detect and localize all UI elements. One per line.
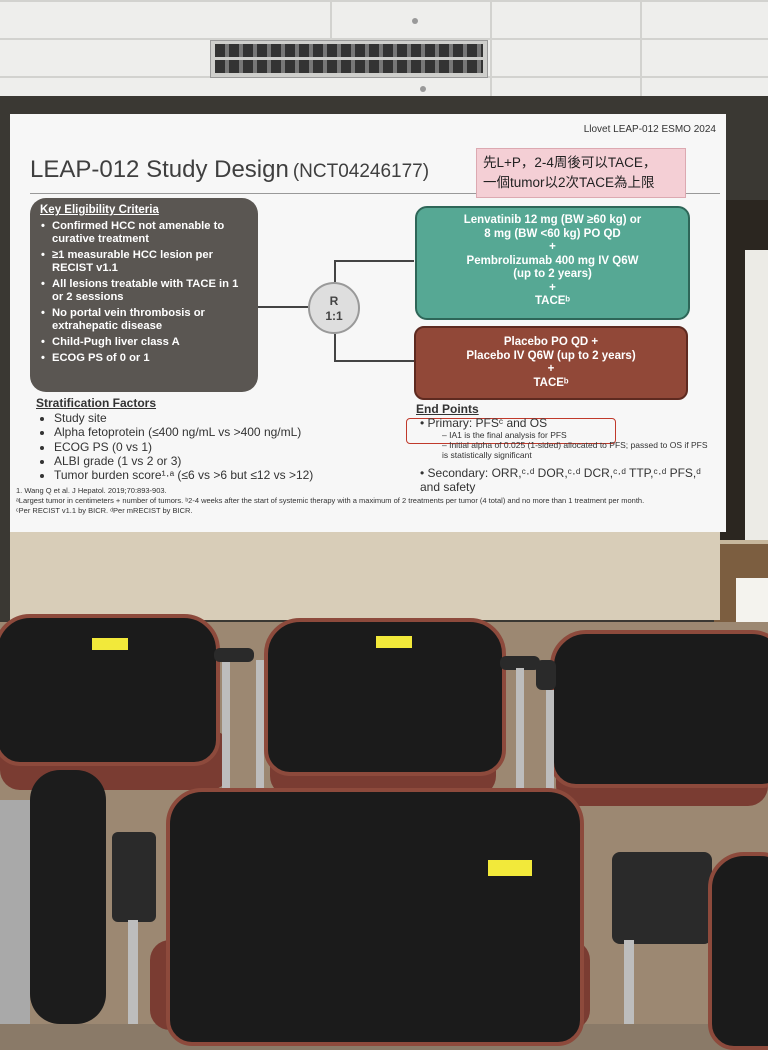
endpoints-section: End Points • Primary: PFSᶜ and OS – IA1 … — [416, 402, 716, 494]
ceiling-vent — [210, 40, 488, 78]
stratification-item: Alpha fetoprotein (≤400 ng/mL vs >400 ng… — [54, 425, 356, 439]
note-line: 一個tumor以2次TACE為上限 — [483, 175, 655, 190]
slide-title-id: (NCT04246177) — [292, 161, 430, 182]
chair-leg — [516, 668, 524, 798]
title-rule — [30, 193, 720, 194]
arm-line: + — [549, 241, 556, 253]
primary-endpoint-note: – IA1 is the final analysis for PFS — [442, 430, 567, 440]
chair-armrest — [536, 660, 556, 690]
randomization-ratio: 1:1 — [325, 309, 343, 323]
connector-line — [334, 334, 336, 360]
chair-label — [376, 636, 412, 648]
randomization-circle: R 1:1 — [308, 282, 360, 334]
desk-arm — [30, 770, 106, 1024]
chair-back — [0, 614, 220, 766]
arm-line: Placebo PO QD + — [503, 336, 599, 348]
chair-armrest — [500, 656, 540, 670]
presentation-slide: Llovet LEAP-012 ESMO 2024 LEAP-012 Study… — [10, 114, 726, 532]
connector-line — [258, 306, 308, 308]
arm-line: TACEᵇ — [533, 376, 569, 389]
arm-line: Placebo IV Q6W (up to 2 years) — [466, 349, 636, 362]
chair-back — [708, 852, 768, 1050]
eligibility-item: No portal vein thrombosis or extrahepati… — [41, 307, 248, 333]
stratification-item: ALBI grade (1 vs 2 or 3) — [54, 454, 356, 468]
arm-line: 8 mg (BW <60 kg) PO QD — [484, 227, 621, 240]
slide-source-label: Llovet LEAP-012 ESMO 2024 — [583, 124, 716, 135]
chair-label — [92, 638, 128, 650]
sprinkler — [420, 86, 426, 92]
note-line: 先L+P，2-4周後可以TACE， — [483, 155, 657, 170]
stratification-section: Stratification Factors Study site Alpha … — [36, 396, 356, 482]
projection-screen — [10, 528, 720, 620]
chair-leg — [546, 690, 554, 800]
chair-armrest — [612, 852, 712, 944]
eligibility-heading: Key Eligibility Criteria — [40, 204, 159, 216]
footnote: ᶜPer RECIST v1.1 by BICR. ᵈPer mRECIST b… — [16, 506, 193, 515]
chair-back — [166, 788, 584, 1046]
arm-line: Pembrolizumab 400 mg IV Q6W — [466, 254, 639, 267]
chair-armrest — [112, 832, 156, 922]
slide-title-text: LEAP-012 Study Design — [30, 156, 289, 183]
chair-leg — [256, 660, 264, 810]
eligibility-item: Child-Pugh liver class A — [41, 336, 248, 349]
ceiling-grid-line — [0, 38, 768, 40]
arm-line: Lenvatinib 12 mg (BW ≥60 kg) or — [463, 214, 642, 226]
treatment-arm-box: Lenvatinib 12 mg (BW ≥60 kg) or 8 mg (BW… — [415, 206, 690, 320]
chair-frame — [0, 800, 30, 1024]
connector-line — [334, 260, 414, 262]
footnote: ᵃLargest tumor in centimeters + number o… — [16, 496, 645, 505]
arm-line: TACEᵇ — [535, 295, 570, 307]
ceiling-grid-line — [490, 0, 492, 96]
chair-leg — [222, 662, 230, 812]
ceiling-grid-line — [330, 0, 332, 40]
arm-line: + — [549, 281, 556, 294]
ceiling-grid-line — [0, 0, 768, 2]
chair-leg — [128, 920, 138, 1024]
eligibility-item: All lesions treatable with TACE in 1 or … — [41, 278, 248, 304]
stratification-item: Tumor burden score¹·ᵃ (≤6 vs >6 but ≤12 … — [54, 468, 356, 482]
chair-armrest — [214, 648, 254, 662]
arm-line: + — [547, 363, 555, 375]
sprinkler — [412, 18, 418, 24]
chair-leg — [624, 940, 634, 1024]
chair-back — [550, 630, 768, 788]
ceiling-grid-line — [640, 0, 642, 96]
poster — [745, 250, 768, 540]
connector-line — [334, 260, 336, 282]
connector-line — [334, 360, 414, 362]
chair-label — [488, 860, 532, 876]
eligibility-item: ≥1 measurable HCC lesion per RECIST v1.1 — [41, 249, 248, 275]
randomization-label: R — [329, 294, 339, 308]
arm-line: (up to 2 years) — [513, 268, 592, 280]
slide-title: LEAP-012 Study Design (NCT04246177) — [30, 156, 429, 184]
eligibility-item: ECOG PS of 0 or 1 — [41, 352, 248, 365]
primary-endpoint-highlight — [406, 418, 616, 444]
stratification-heading: Stratification Factors — [36, 396, 157, 410]
stratification-item: ECOG PS (0 vs 1) — [54, 440, 356, 454]
annotation-note: 先L+P，2-4周後可以TACE， 一個tumor以2次TACE為上限 — [476, 148, 686, 198]
endpoints-heading: End Points — [416, 402, 479, 416]
ceiling — [0, 0, 768, 112]
secondary-endpoints: • Secondary: ORR,ᶜ·ᵈ DOR,ᶜ·ᵈ DCR,ᶜ·ᵈ TTP… — [420, 466, 701, 494]
eligibility-item: Confirmed HCC not amenable to curative t… — [41, 220, 248, 246]
eligibility-box: Key Eligibility Criteria Confirmed HCC n… — [30, 198, 258, 392]
primary-endpoint-note: – Initial alpha of 0.025 (1-sided) alloc… — [442, 440, 708, 460]
primary-endpoint: • Primary: PFSᶜ and OS — [420, 416, 548, 430]
footnote: 1. Wang Q et al. J Hepatol. 2019;70:893-… — [16, 486, 167, 495]
stratification-item: Study site — [54, 411, 356, 425]
placebo-arm-box: Placebo PO QD + Placebo IV Q6W (up to 2 … — [414, 326, 688, 400]
